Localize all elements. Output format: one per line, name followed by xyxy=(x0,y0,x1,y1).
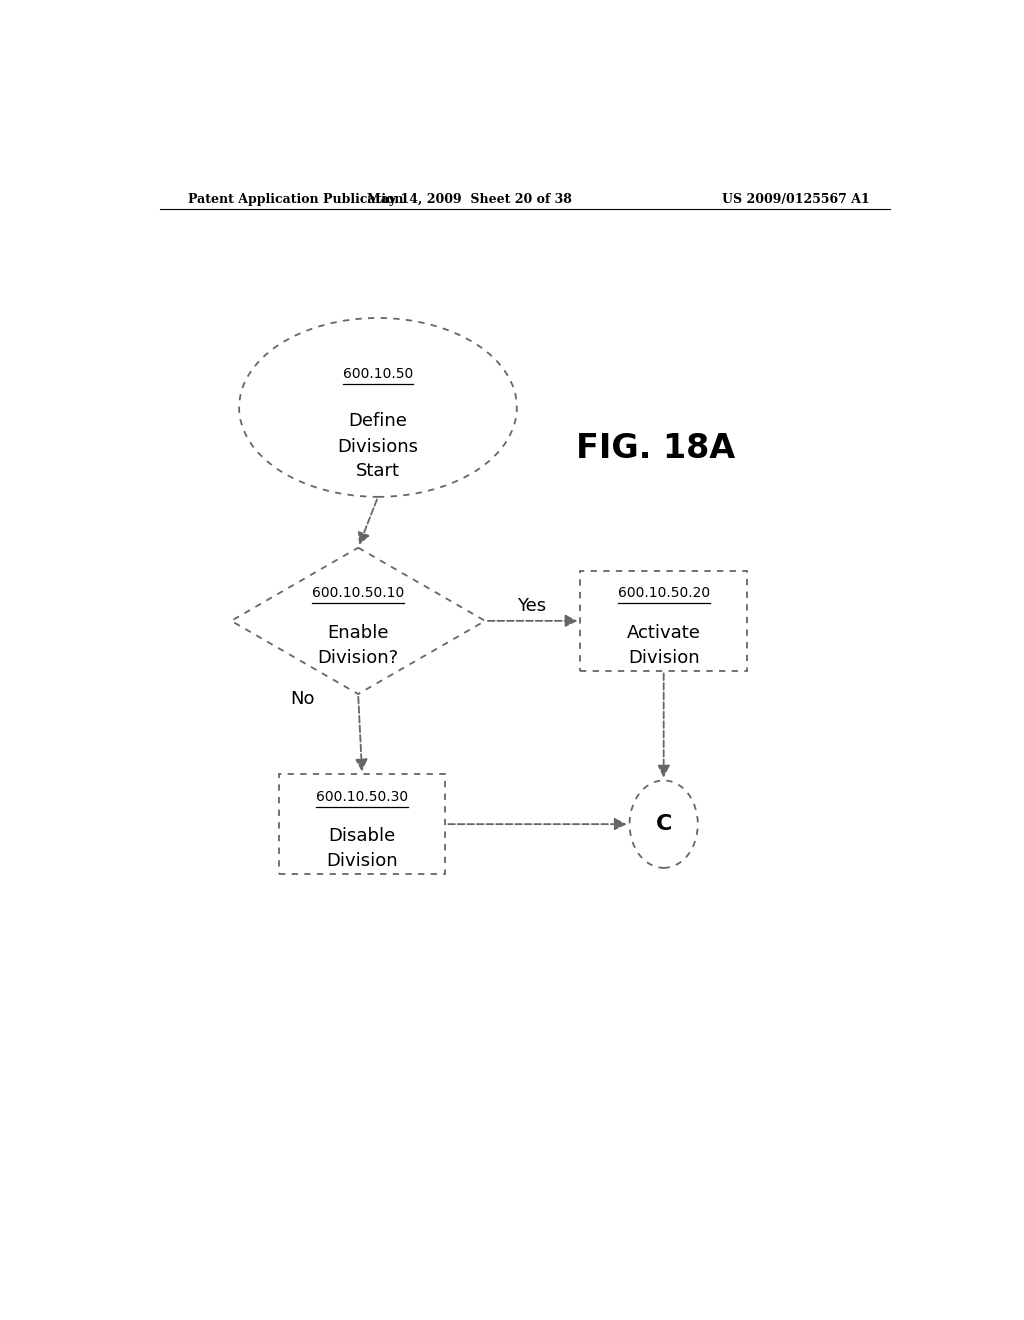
Text: US 2009/0125567 A1: US 2009/0125567 A1 xyxy=(722,193,870,206)
Text: Yes: Yes xyxy=(516,597,546,615)
Text: No: No xyxy=(291,690,314,708)
Text: C: C xyxy=(655,814,672,834)
Text: Disable
Division: Disable Division xyxy=(327,828,398,870)
Text: 600.10.50: 600.10.50 xyxy=(343,367,413,381)
Text: May 14, 2009  Sheet 20 of 38: May 14, 2009 Sheet 20 of 38 xyxy=(367,193,571,206)
Text: 600.10.50.10: 600.10.50.10 xyxy=(312,586,404,601)
Text: 600.10.50.20: 600.10.50.20 xyxy=(617,586,710,601)
Text: Patent Application Publication: Patent Application Publication xyxy=(187,193,403,206)
Text: Activate
Division: Activate Division xyxy=(627,624,700,667)
Text: Enable
Division?: Enable Division? xyxy=(317,624,398,667)
Text: FIG. 18A: FIG. 18A xyxy=(577,432,735,465)
Text: Define
Divisions
Start: Define Divisions Start xyxy=(338,412,419,480)
Text: 600.10.50.30: 600.10.50.30 xyxy=(316,789,409,804)
